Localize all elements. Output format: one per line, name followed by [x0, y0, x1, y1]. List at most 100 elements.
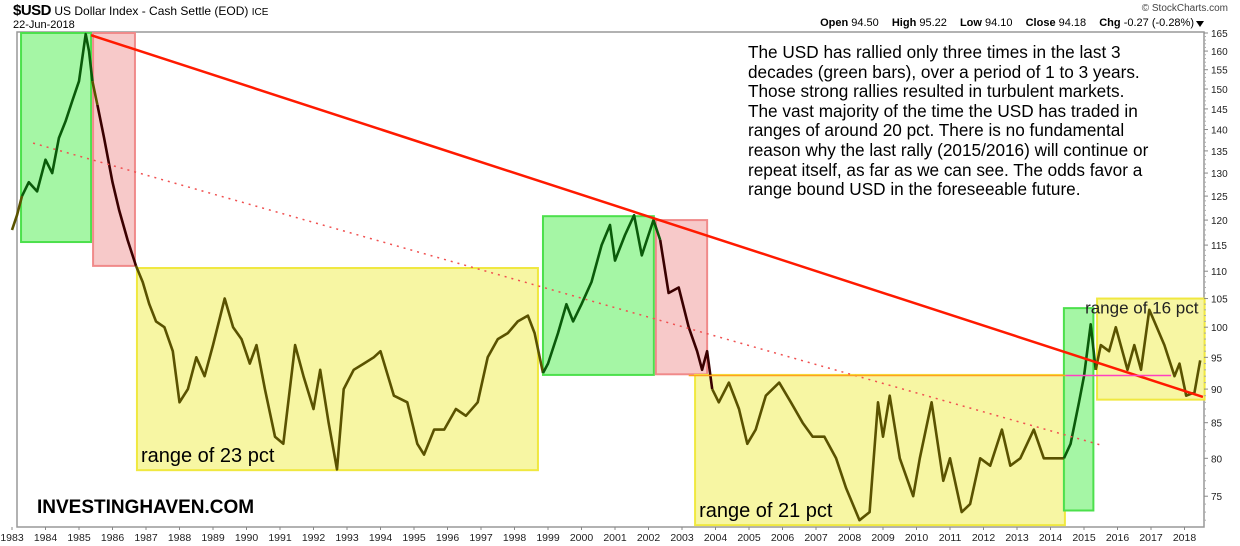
high-value: 95.22	[919, 17, 947, 29]
annotation-line: decades (green bars), over a period of 1…	[748, 61, 1140, 82]
y-tick-label: 135	[1211, 147, 1228, 158]
x-tick-label: 2002	[637, 532, 661, 544]
x-tick-label: 2004	[704, 532, 728, 544]
x-tick-label: 2017	[1139, 532, 1163, 544]
range-label: range of 21 pct	[699, 500, 833, 522]
open-label: Open	[820, 17, 849, 29]
red-range-box	[92, 32, 136, 267]
x-tick-label: 1997	[469, 532, 493, 544]
x-tick-label: 2018	[1173, 532, 1197, 544]
x-tick-label: 1992	[302, 532, 326, 544]
x-tick-label: 1987	[134, 532, 158, 544]
x-tick-label: 2001	[603, 532, 627, 544]
x-tick-label: 2016	[1106, 532, 1130, 544]
copyright: © StockCharts.com	[1141, 3, 1228, 14]
price-line-segment	[20, 32, 94, 197]
instrument-name: US Dollar Index - Cash Settle (EOD)	[54, 4, 249, 18]
range-label: range of 23 pct	[141, 445, 275, 467]
y-tick-label: 145	[1211, 105, 1228, 116]
annotation-line: repeat itself, as far as we can see. The…	[748, 159, 1143, 180]
price-line-segment	[541, 213, 662, 374]
green-range-box	[541, 215, 655, 376]
chart-title: $USD US Dollar Index - Cash Settle (EOD)…	[13, 2, 268, 19]
low-label: Low	[959, 17, 982, 29]
x-tick-label: 1998	[503, 532, 527, 544]
x-tick-label: 1999	[536, 532, 560, 544]
range-label: range of 16 pct	[1085, 299, 1199, 318]
price-line-segment	[134, 265, 545, 471]
x-tick-label: 2010	[905, 532, 929, 544]
triangle-down-icon[interactable]	[1196, 21, 1204, 27]
y-tick-label: 85	[1211, 419, 1223, 430]
price-line-segment	[96, 104, 138, 267]
y-tick-label: 165	[1211, 29, 1228, 40]
price-line-segment	[10, 195, 24, 231]
y-tick-label: 95	[1211, 353, 1223, 364]
x-tick-label: 2000	[570, 532, 594, 544]
close-label: Close	[1025, 17, 1056, 29]
annotation-line: range bound USD in the foreseeable futur…	[748, 179, 1081, 200]
x-tick-label: 1991	[268, 532, 292, 544]
price-line-segment	[711, 381, 1064, 522]
x-tick-label: 2013	[1005, 532, 1029, 544]
x-tick-label: 2003	[670, 532, 694, 544]
x-tick-label: 1996	[436, 532, 460, 544]
symbol: $USD	[13, 2, 52, 19]
close-value: 94.18	[1058, 17, 1087, 29]
exchange: ICE	[251, 7, 269, 18]
y-tick-label: 80	[1211, 454, 1223, 465]
price-line-segment	[91, 80, 99, 106]
y-tick-label: 155	[1211, 66, 1228, 77]
y-tick-label: 110	[1211, 267, 1227, 278]
annotation-line: The vast majority of the time the USD ha…	[748, 100, 1138, 121]
price-line-segment	[1094, 308, 1202, 398]
x-tick-label: 1994	[369, 532, 393, 544]
x-tick-label: 2012	[972, 532, 996, 544]
x-tick-label: 1989	[201, 532, 225, 544]
x-tick-label: 1995	[402, 532, 426, 544]
x-tick-label: 2009	[871, 532, 895, 544]
x-tick-label: 2007	[804, 532, 828, 544]
green-range-box	[20, 32, 93, 244]
x-tick-label: 1986	[101, 532, 125, 544]
yellow-range-box	[135, 267, 539, 472]
y-tick-label: 130	[1211, 169, 1228, 180]
x-tick-label: 1988	[168, 532, 192, 544]
y-tick-label: 75	[1211, 492, 1223, 503]
chg-value: -0.27 (-0.28%)	[1123, 17, 1194, 29]
x-tick-label: 2014	[1039, 532, 1063, 544]
x-tick-label: 1993	[335, 532, 359, 544]
y-tick-label: 125	[1211, 192, 1228, 203]
y-tick-label: 105	[1211, 295, 1228, 306]
low-value: 94.10	[985, 17, 1013, 29]
x-tick-label: 1983	[0, 532, 24, 544]
annotation-line: The USD has rallied only three times in …	[748, 42, 1121, 62]
x-tick-label: 1985	[67, 532, 91, 544]
high-label: High	[891, 17, 917, 29]
x-tick-label: 1984	[34, 532, 58, 544]
x-tick-label: 2005	[737, 532, 761, 544]
annotation-line: reason why the last rally (2015/2016) wi…	[748, 139, 1149, 160]
ohlc-readout: Open 94.50 High 95.22 Low 94.10 Close 94…	[820, 17, 1204, 29]
y-tick-label: 160	[1211, 47, 1228, 58]
y-tick-label: 140	[1211, 126, 1228, 137]
price-line-segment	[658, 239, 714, 390]
yellow-range-box	[694, 373, 1066, 527]
open-value: 94.50	[851, 17, 879, 29]
y-tick-label: 150	[1211, 85, 1228, 96]
chg-label: Chg	[1099, 17, 1121, 29]
y-tick-label: 90	[1211, 385, 1223, 396]
chart-date: 22-Jun-2018	[13, 19, 75, 31]
annotation-line: Those strong rallies resulted in turbule…	[748, 81, 1125, 102]
x-tick-label: 1990	[235, 532, 259, 544]
y-tick-label: 120	[1211, 216, 1228, 227]
watermark: INVESTINGHAVEN.COM	[37, 497, 255, 518]
plot-frame	[16, 31, 1205, 528]
x-tick-label: 2008	[838, 532, 862, 544]
annotation-text: The USD has rallied only three times in …	[748, 42, 1218, 200]
trendline-line	[90, 33, 1204, 399]
price-line-segment	[1062, 322, 1097, 459]
y-tick-label: 115	[1211, 241, 1227, 252]
y-tick-label: 100	[1211, 323, 1228, 334]
